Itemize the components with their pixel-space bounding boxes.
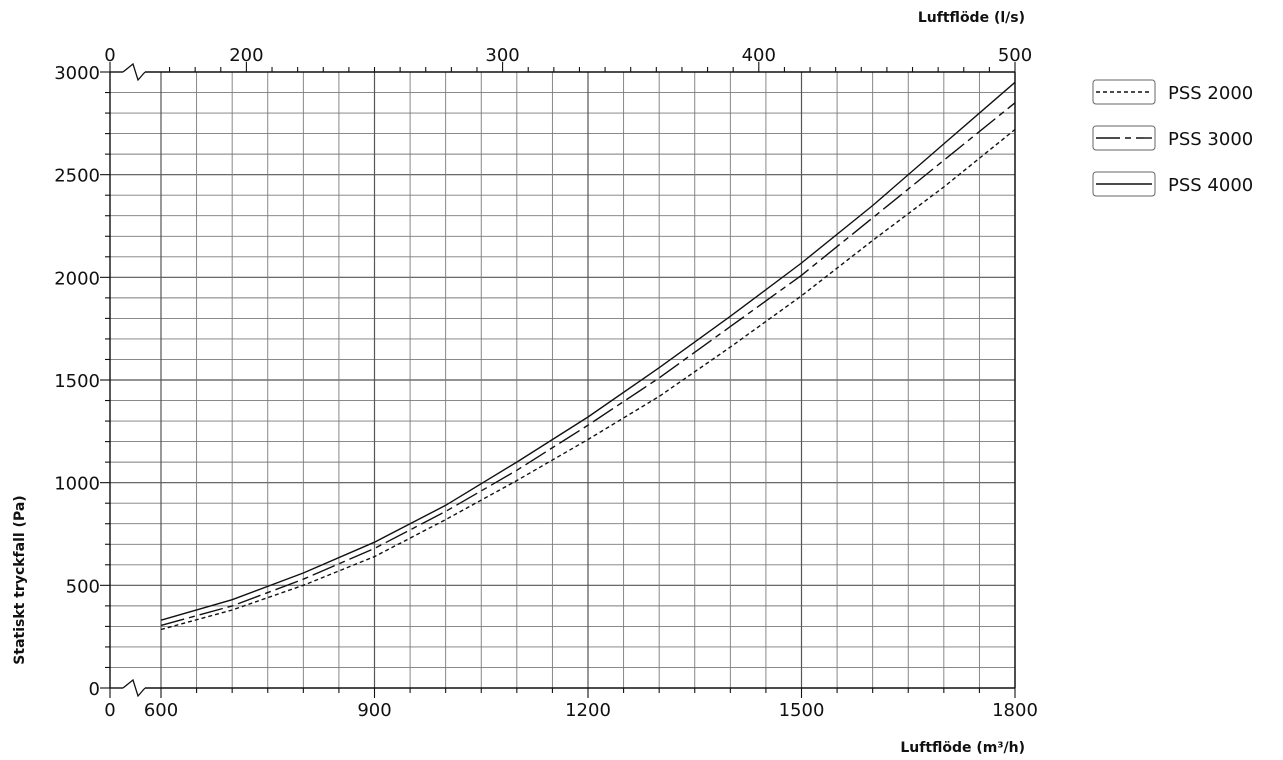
series-line-pss-2000 <box>160 128 1016 631</box>
y-axis-title: Statiskt tryckfall (Pa) <box>12 495 28 664</box>
x-tick-label: 0 <box>104 700 115 721</box>
x-axis-break <box>122 678 146 698</box>
y-tick-label: 500 <box>66 576 100 597</box>
y-tick-label: 2000 <box>54 268 100 289</box>
series-line-pss-3000 <box>160 102 1016 627</box>
x-tick-label: 1200 <box>565 700 611 721</box>
x2-tick-label: 200 <box>229 45 263 66</box>
legend-label-pss-4000: PSS 4000 <box>1168 175 1253 196</box>
x2-tick-label: 500 <box>998 45 1032 66</box>
x2-axis-break <box>122 62 146 82</box>
x-axis-title: Luftflöde (m³/h) <box>900 740 1025 756</box>
legend: PSS 2000 PSS 3000 PSS 4000 <box>1092 79 1253 197</box>
x-tick-label: 1500 <box>779 700 825 721</box>
x2-tick-label: 400 <box>742 45 776 66</box>
x-tick-label: 1800 <box>992 700 1038 721</box>
series-lines <box>160 81 1016 631</box>
y-tick-label: 1000 <box>54 474 100 495</box>
y-tick-label: 1500 <box>54 371 100 392</box>
x-tick-label: 600 <box>144 700 178 721</box>
x2-tick-label: 0 <box>104 45 115 66</box>
x-tick-label: 900 <box>357 700 391 721</box>
legend-label-pss-2000: PSS 2000 <box>1168 83 1253 104</box>
y-tick-label: 0 <box>89 679 100 700</box>
x2-axis-title: Luftflöde (l/s) <box>918 10 1025 26</box>
legend-swatch-box-pss-3000 <box>1092 125 1156 151</box>
axes <box>100 62 1016 698</box>
legend-label-pss-3000: PSS 3000 <box>1168 129 1253 150</box>
y-tick-label: 2500 <box>54 166 100 187</box>
y-tick-label: 3000 <box>54 63 100 84</box>
grid <box>110 72 1016 688</box>
x2-tick-label: 300 <box>485 45 519 66</box>
series-line-pss-4000 <box>160 81 1016 621</box>
